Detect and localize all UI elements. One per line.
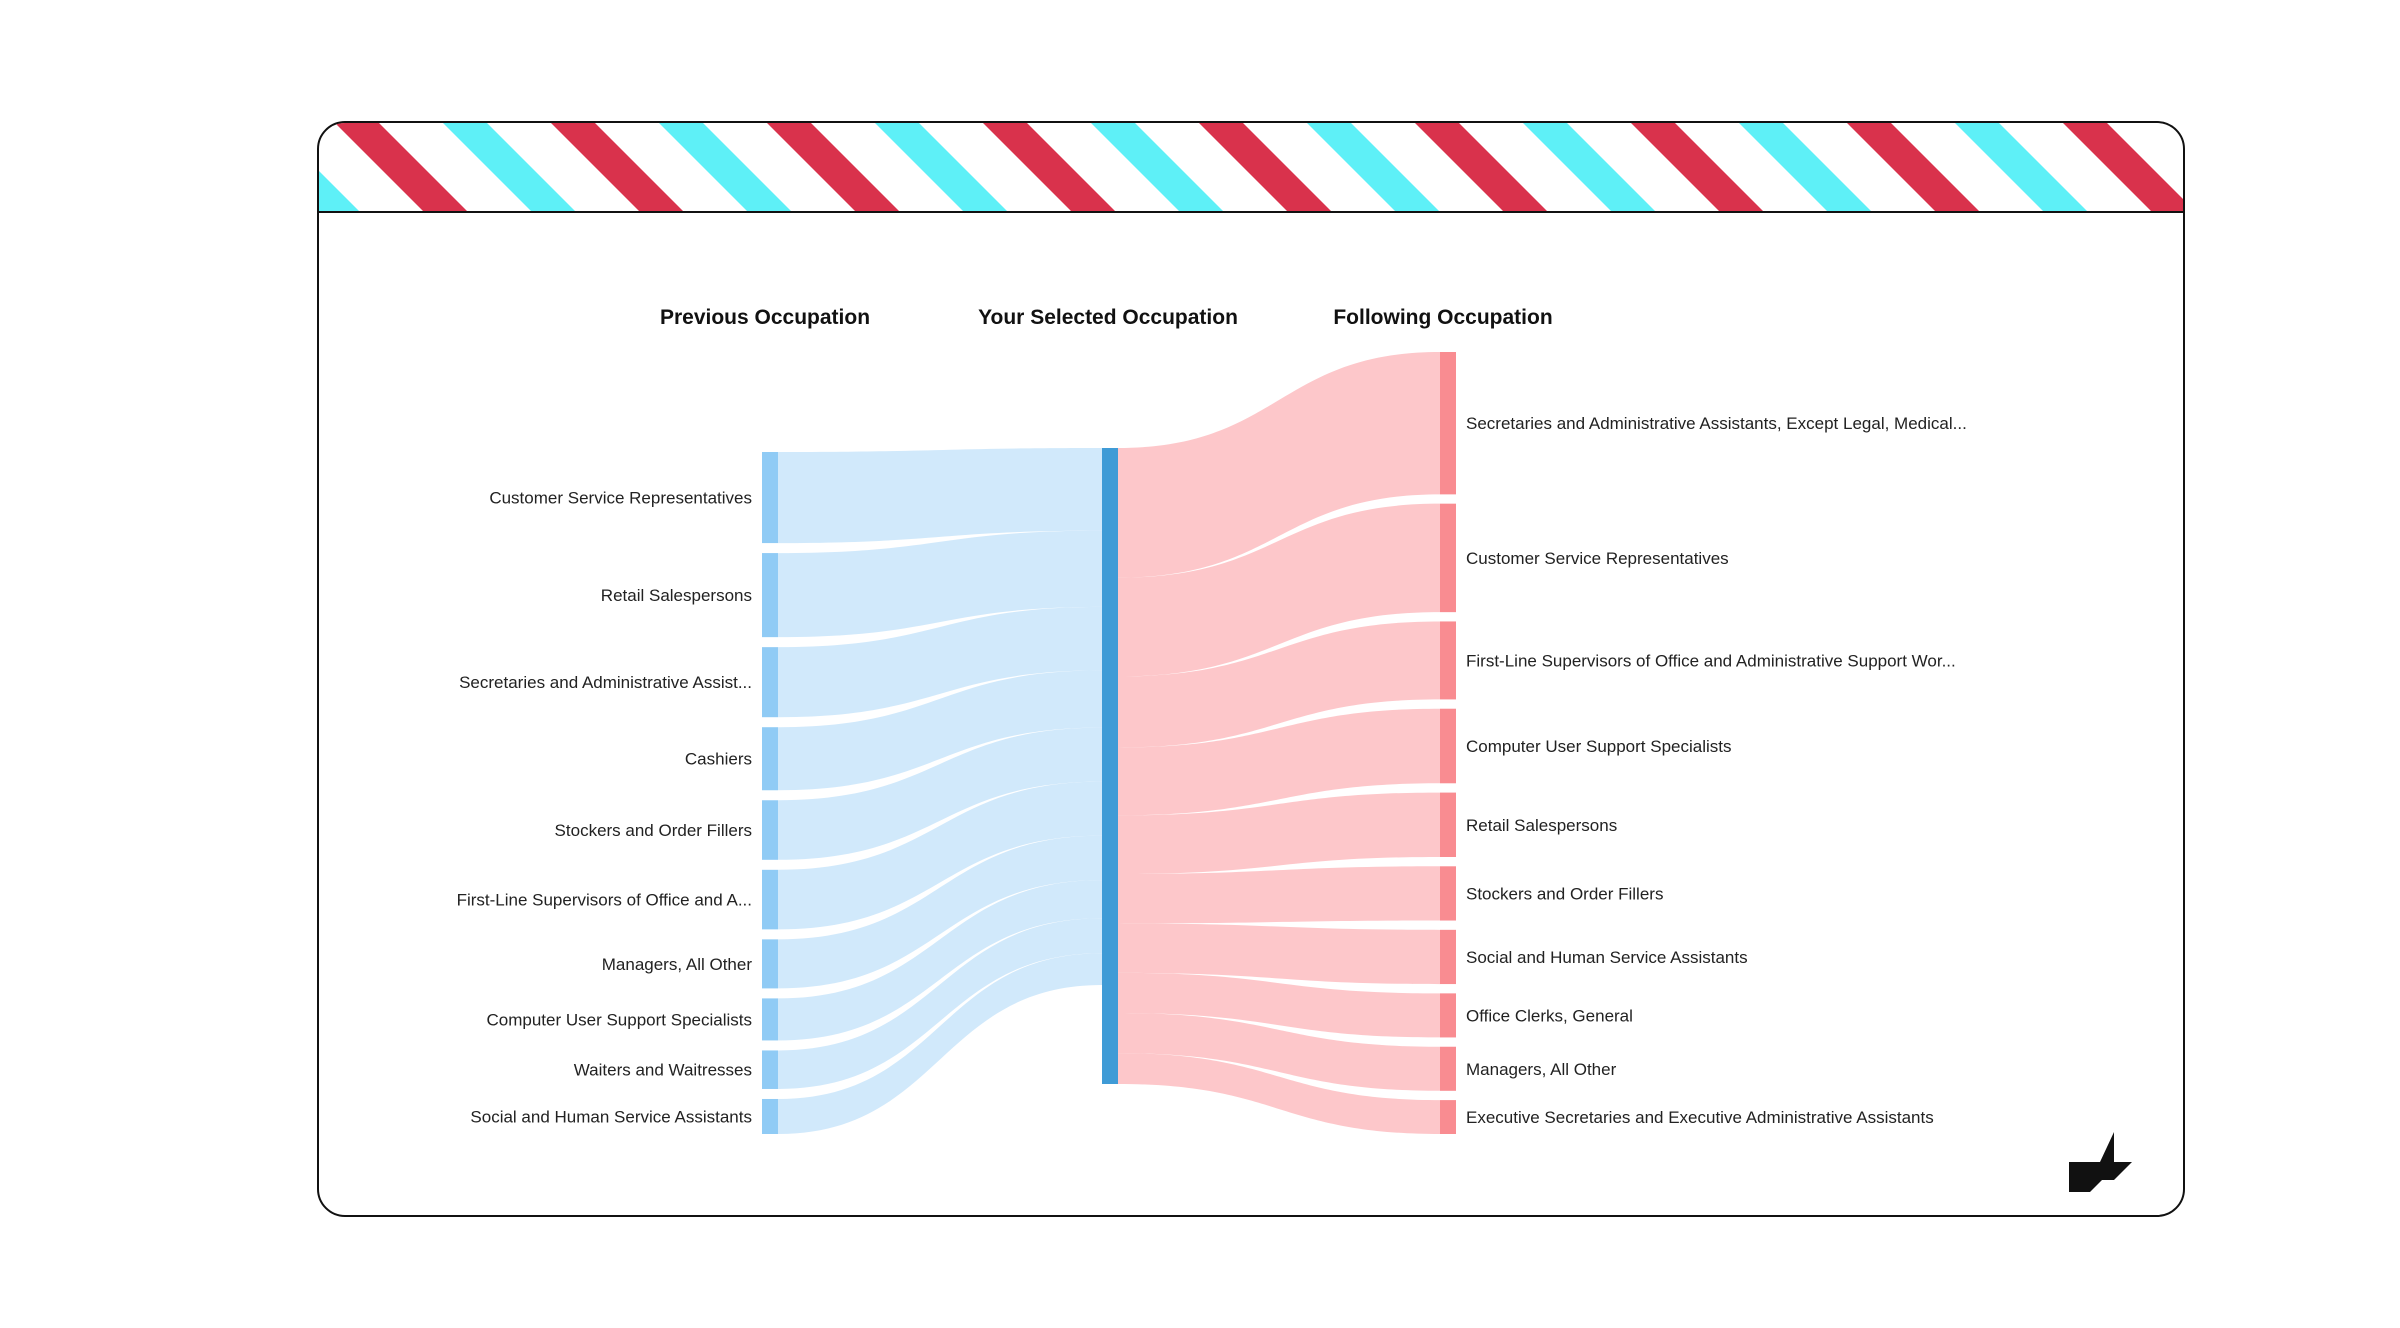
logo-shape (2069, 1162, 2110, 1192)
node-previous[interactable] (762, 998, 778, 1041)
flow-link-following[interactable] (1118, 1053, 1440, 1134)
node-previous[interactable] (762, 727, 778, 791)
label-following: Customer Service Representatives (1466, 549, 1729, 568)
stripe (1739, 123, 1871, 211)
header-following-occupation: Following Occupation (1333, 306, 1552, 329)
brand-logo-icon (2069, 1132, 2132, 1192)
label-previous: Waiters and Waitresses (574, 1061, 752, 1080)
flow-link-previous[interactable] (778, 448, 1102, 544)
node-following[interactable] (1440, 1100, 1456, 1134)
stripe (1955, 123, 2087, 211)
stripe (1415, 123, 1547, 211)
label-previous: Social and Human Service Assistants (470, 1107, 752, 1126)
flow-link-following[interactable] (1118, 1012, 1440, 1091)
node-following[interactable] (1440, 929, 1456, 985)
logo-shape (2100, 1132, 2132, 1180)
flow-link-following[interactable] (1118, 503, 1440, 677)
header-selected-occupation: Your Selected Occupation (978, 306, 1238, 329)
stripe (767, 123, 899, 211)
label-previous: Managers, All Other (602, 955, 753, 974)
label-following: Managers, All Other (1466, 1060, 1617, 1079)
node-following[interactable] (1440, 352, 1456, 495)
flow-link-previous[interactable] (778, 606, 1102, 718)
node-previous[interactable] (762, 647, 778, 718)
header-previous-occupation: Previous Occupation (660, 306, 870, 329)
node-selected-occupation[interactable] (1102, 448, 1118, 1084)
node-following[interactable] (1440, 866, 1456, 921)
stripe (983, 123, 1115, 211)
node-previous[interactable] (762, 869, 778, 930)
label-following: Secretaries and Administrative Assistant… (1466, 414, 1967, 433)
flow-link-previous[interactable] (778, 530, 1102, 638)
flow-link-following[interactable] (1118, 352, 1440, 578)
node-following[interactable] (1440, 792, 1456, 857)
striped-header-band (319, 123, 2183, 213)
node-following[interactable] (1440, 503, 1456, 613)
stripe (551, 123, 683, 211)
stripe (443, 123, 575, 211)
stripe (1091, 123, 1223, 211)
node-previous[interactable] (762, 553, 778, 638)
label-following: Computer User Support Specialists (1466, 737, 1732, 756)
label-following: Social and Human Service Assistants (1466, 948, 1748, 967)
stripe (1307, 123, 1439, 211)
label-previous: Secretaries and Administrative Assist... (459, 673, 752, 692)
stripe (319, 171, 359, 211)
node-following[interactable] (1440, 708, 1456, 784)
flow-link-previous[interactable] (778, 835, 1102, 989)
flow-link-previous[interactable] (778, 880, 1102, 1041)
stripe (1847, 123, 1979, 211)
stripe (1199, 123, 1331, 211)
label-previous: Computer User Support Specialists (486, 1010, 752, 1029)
stripe (659, 123, 791, 211)
flow-link-following[interactable] (1118, 621, 1440, 748)
flow-link-following[interactable] (1118, 708, 1440, 816)
label-following: Office Clerks, General (1466, 1006, 1633, 1025)
label-previous: Cashiers (685, 750, 752, 769)
label-previous: Retail Salespersons (601, 586, 752, 605)
flow-link-following[interactable] (1118, 792, 1440, 875)
flow-link-following[interactable] (1118, 972, 1440, 1038)
node-following[interactable] (1440, 993, 1456, 1038)
label-previous: First-Line Supervisors of Office and A..… (457, 891, 752, 910)
stripe (2171, 123, 2183, 135)
flow-link-following[interactable] (1118, 923, 1440, 985)
stripe (875, 123, 1007, 211)
flow-link-previous[interactable] (778, 918, 1102, 1089)
node-previous[interactable] (762, 1098, 778, 1134)
node-previous[interactable] (762, 939, 778, 989)
flow-link-previous[interactable] (778, 727, 1102, 860)
flow-link-previous[interactable] (778, 953, 1102, 1134)
node-following[interactable] (1440, 1046, 1456, 1091)
label-following: Executive Secretaries and Executive Admi… (1466, 1108, 1934, 1127)
node-previous[interactable] (762, 1050, 778, 1089)
flow-link-following[interactable] (1118, 866, 1440, 924)
label-previous: Stockers and Order Fillers (555, 821, 752, 840)
label-following: Stockers and Order Fillers (1466, 884, 1663, 903)
label-following: First-Line Supervisors of Office and Adm… (1466, 651, 1956, 670)
label-following: Retail Salespersons (1466, 816, 1617, 835)
label-previous: Customer Service Representatives (489, 489, 752, 508)
node-previous[interactable] (762, 452, 778, 544)
node-previous[interactable] (762, 800, 778, 860)
stripe (1631, 123, 1763, 211)
flow-link-previous[interactable] (778, 670, 1102, 791)
stripe (335, 123, 467, 211)
stripe (2063, 123, 2183, 211)
stripe (1523, 123, 1655, 211)
flow-link-previous[interactable] (778, 781, 1102, 930)
node-following[interactable] (1440, 621, 1456, 700)
